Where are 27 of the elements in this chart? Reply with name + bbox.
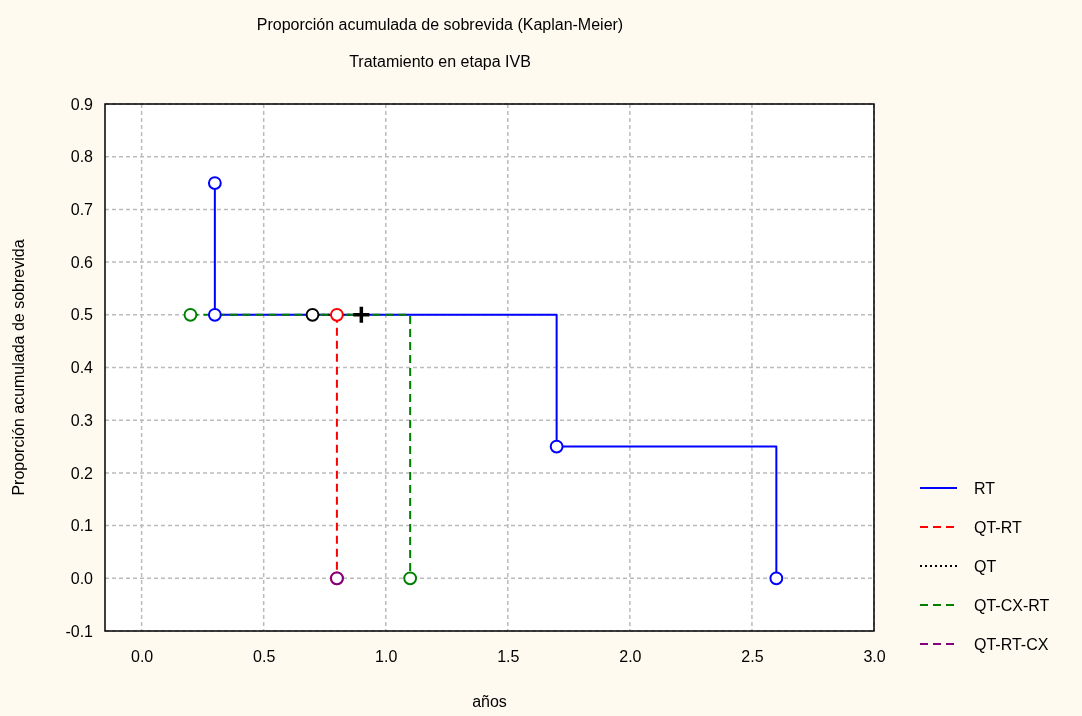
x-tick-label: 3.0: [863, 648, 886, 666]
y-tick-label: 0.5: [70, 306, 94, 324]
y-tick-label: -0.1: [65, 622, 94, 640]
y-tick-label: 0.7: [70, 201, 94, 219]
x-tick-label: 2.5: [741, 648, 764, 666]
legend-label: RT: [974, 480, 996, 497]
x-tick-label: 1.5: [497, 648, 520, 666]
x-tick-label: 0.0: [130, 648, 154, 666]
x-tick-label: 2.0: [619, 648, 642, 666]
legend-label: QT-RT: [974, 519, 1022, 536]
chart-subtitle: Tratamiento en etapa IVB: [349, 53, 531, 70]
legend-label: QT-RT-CX: [974, 636, 1049, 653]
y-tick-label: 0.1: [70, 517, 94, 535]
y-tick-label: 0.3: [70, 411, 94, 429]
y-tick-label: 0.9: [70, 95, 94, 113]
legend-label: QT: [974, 558, 997, 575]
y-tick-label: 0.2: [70, 464, 94, 482]
chart-title: Proporción acumulada de sobrevida (Kaplan-Meier): [256, 16, 624, 33]
x-tick-label: 1.0: [375, 648, 398, 666]
y-tick-label: 0.8: [70, 148, 94, 166]
y-tick-label: 0.4: [70, 359, 94, 377]
x-axis-title: años: [472, 693, 507, 710]
legend-label: QT-CX-RT: [974, 597, 1050, 614]
y-axis-title: Proporción acumulada de sobrevida: [10, 239, 27, 496]
y-tick-label: 0.0: [70, 569, 94, 587]
y-tick-label: 0.6: [70, 253, 94, 271]
x-tick-label: 0.5: [253, 648, 276, 666]
